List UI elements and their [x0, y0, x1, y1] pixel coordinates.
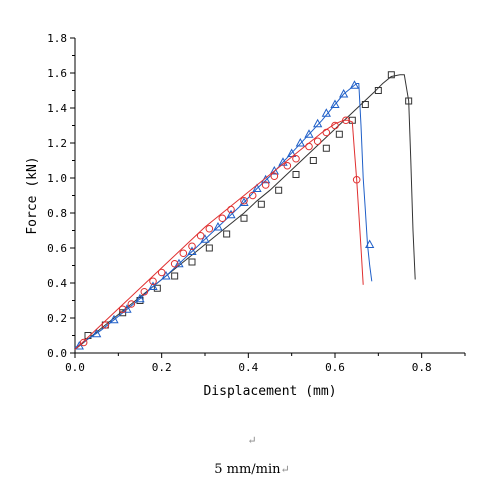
data-point — [118, 305, 127, 314]
data-point — [109, 314, 119, 324]
data-point — [188, 258, 196, 266]
data-point — [342, 116, 350, 125]
data-point — [188, 242, 196, 251]
data-point — [205, 244, 213, 252]
data-point — [275, 186, 283, 194]
y-tick-label: 1.2 — [47, 137, 67, 150]
data-point — [305, 142, 313, 151]
data-point — [387, 71, 395, 79]
data-point — [213, 221, 223, 231]
data-point — [101, 321, 110, 329]
x-axis-title: Displacement (mm) — [203, 384, 336, 399]
data-point — [248, 191, 257, 200]
data-point — [304, 129, 314, 138]
data-point — [205, 224, 214, 233]
data-point — [171, 272, 179, 280]
series-layer — [74, 71, 416, 350]
data-point — [335, 130, 343, 138]
data-point — [292, 171, 300, 178]
data-point — [179, 249, 188, 258]
data-point — [339, 88, 349, 98]
paragraph-mark: ↵ — [247, 434, 257, 447]
series-circle — [74, 116, 364, 350]
series-line — [74, 74, 416, 350]
x-tick-label: 0.4 — [238, 361, 258, 374]
data-point — [161, 270, 171, 280]
data-point — [79, 338, 88, 347]
data-point — [313, 118, 323, 128]
data-point — [153, 284, 161, 292]
data-point — [227, 205, 235, 214]
data-point — [218, 214, 227, 223]
series-line — [74, 119, 364, 350]
x-tick-label: 0.8 — [412, 361, 432, 374]
caption-return-mark: ↵ — [280, 463, 290, 476]
data-point — [295, 137, 305, 147]
data-point — [349, 80, 360, 89]
data-point — [92, 328, 102, 338]
data-point — [261, 181, 270, 189]
data-point — [174, 258, 184, 268]
data-point — [240, 214, 248, 222]
data-point — [148, 281, 158, 290]
series-line — [74, 83, 373, 349]
data-point — [352, 175, 361, 184]
x-tick-label: 0.2 — [152, 361, 172, 374]
axes: 0.0 0.2 0.4 0.6 0.8 0.0 0.2 0.4 0.6 0.8 1.0 1.2 1.4 1… — [47, 32, 466, 374]
data-point — [309, 157, 317, 164]
data-point — [127, 300, 136, 308]
chart: 0.0 0.2 0.4 0.6 0.8 0.0 0.2 0.4 0.6 0.8 1.0 1.2 1.4 1… — [25, 32, 466, 399]
data-point — [140, 287, 149, 296]
y-tick-label: 0.8 — [47, 207, 67, 220]
data-point — [322, 144, 330, 152]
data-point — [361, 101, 369, 108]
data-point — [74, 340, 84, 350]
y-tick-label: 1.0 — [47, 172, 67, 185]
y-tick-label: 0.4 — [47, 277, 67, 290]
data-point — [252, 183, 262, 192]
data-point — [122, 304, 132, 313]
y-tick-label: 1.4 — [47, 102, 67, 115]
data-point — [270, 172, 279, 181]
data-point — [322, 128, 331, 137]
data-point — [292, 154, 300, 163]
series-triangle — [74, 80, 375, 350]
y-tick-label: 1.8 — [47, 32, 67, 45]
data-point — [223, 230, 231, 238]
data-point — [187, 246, 197, 255]
x-tick-label: 0.6 — [325, 361, 345, 374]
data-point — [365, 239, 375, 248]
data-point — [269, 165, 279, 175]
data-point — [405, 97, 413, 105]
data-point — [278, 157, 288, 166]
caption-text: 5 mm/min — [214, 462, 281, 477]
y-tick-label: 1.6 — [47, 67, 67, 80]
data-point — [157, 268, 166, 277]
data-point — [239, 197, 249, 206]
data-point — [257, 200, 265, 208]
data-point — [374, 87, 382, 94]
chart-caption: 5 mm/min↵ — [0, 462, 504, 477]
data-point — [170, 259, 179, 268]
y-axis-title: Force (kN) — [25, 156, 40, 234]
data-point — [196, 231, 205, 240]
data-point — [200, 234, 210, 243]
data-point — [313, 137, 322, 146]
data-point — [283, 161, 292, 170]
data-point — [331, 121, 339, 130]
y-tick-label: 0.6 — [47, 242, 67, 255]
data-point — [149, 277, 157, 286]
data-point — [330, 99, 340, 108]
y-tick-label: 0.2 — [47, 312, 67, 325]
x-tick-label: 0.0 — [65, 361, 85, 374]
data-point — [240, 196, 248, 205]
data-point — [226, 209, 236, 219]
data-point — [321, 108, 331, 117]
y-tick-label: 0.0 — [47, 347, 67, 360]
data-point — [135, 293, 145, 303]
